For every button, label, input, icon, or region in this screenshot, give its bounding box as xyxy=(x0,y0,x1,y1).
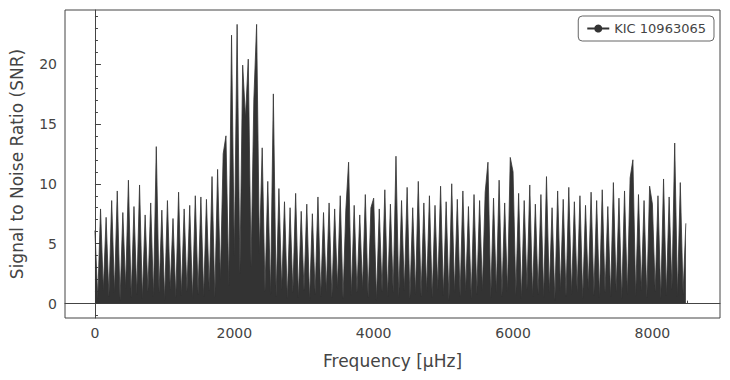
svg-text:KIC 10963065: KIC 10963065 xyxy=(614,21,706,36)
svg-text:8000: 8000 xyxy=(635,325,671,341)
svg-text:0: 0 xyxy=(91,325,100,341)
svg-text:Signal to Noise Ratio (SNR): Signal to Noise Ratio (SNR) xyxy=(7,49,27,279)
svg-text:Frequency [μHz]: Frequency [μHz] xyxy=(323,351,462,371)
svg-text:5: 5 xyxy=(48,236,57,252)
svg-text:10: 10 xyxy=(39,176,57,192)
svg-text:6000: 6000 xyxy=(495,325,531,341)
svg-text:20: 20 xyxy=(39,56,57,72)
svg-text:15: 15 xyxy=(39,116,57,132)
svg-text:4000: 4000 xyxy=(356,325,392,341)
svg-text:0: 0 xyxy=(48,296,57,312)
svg-text:2000: 2000 xyxy=(217,325,253,341)
